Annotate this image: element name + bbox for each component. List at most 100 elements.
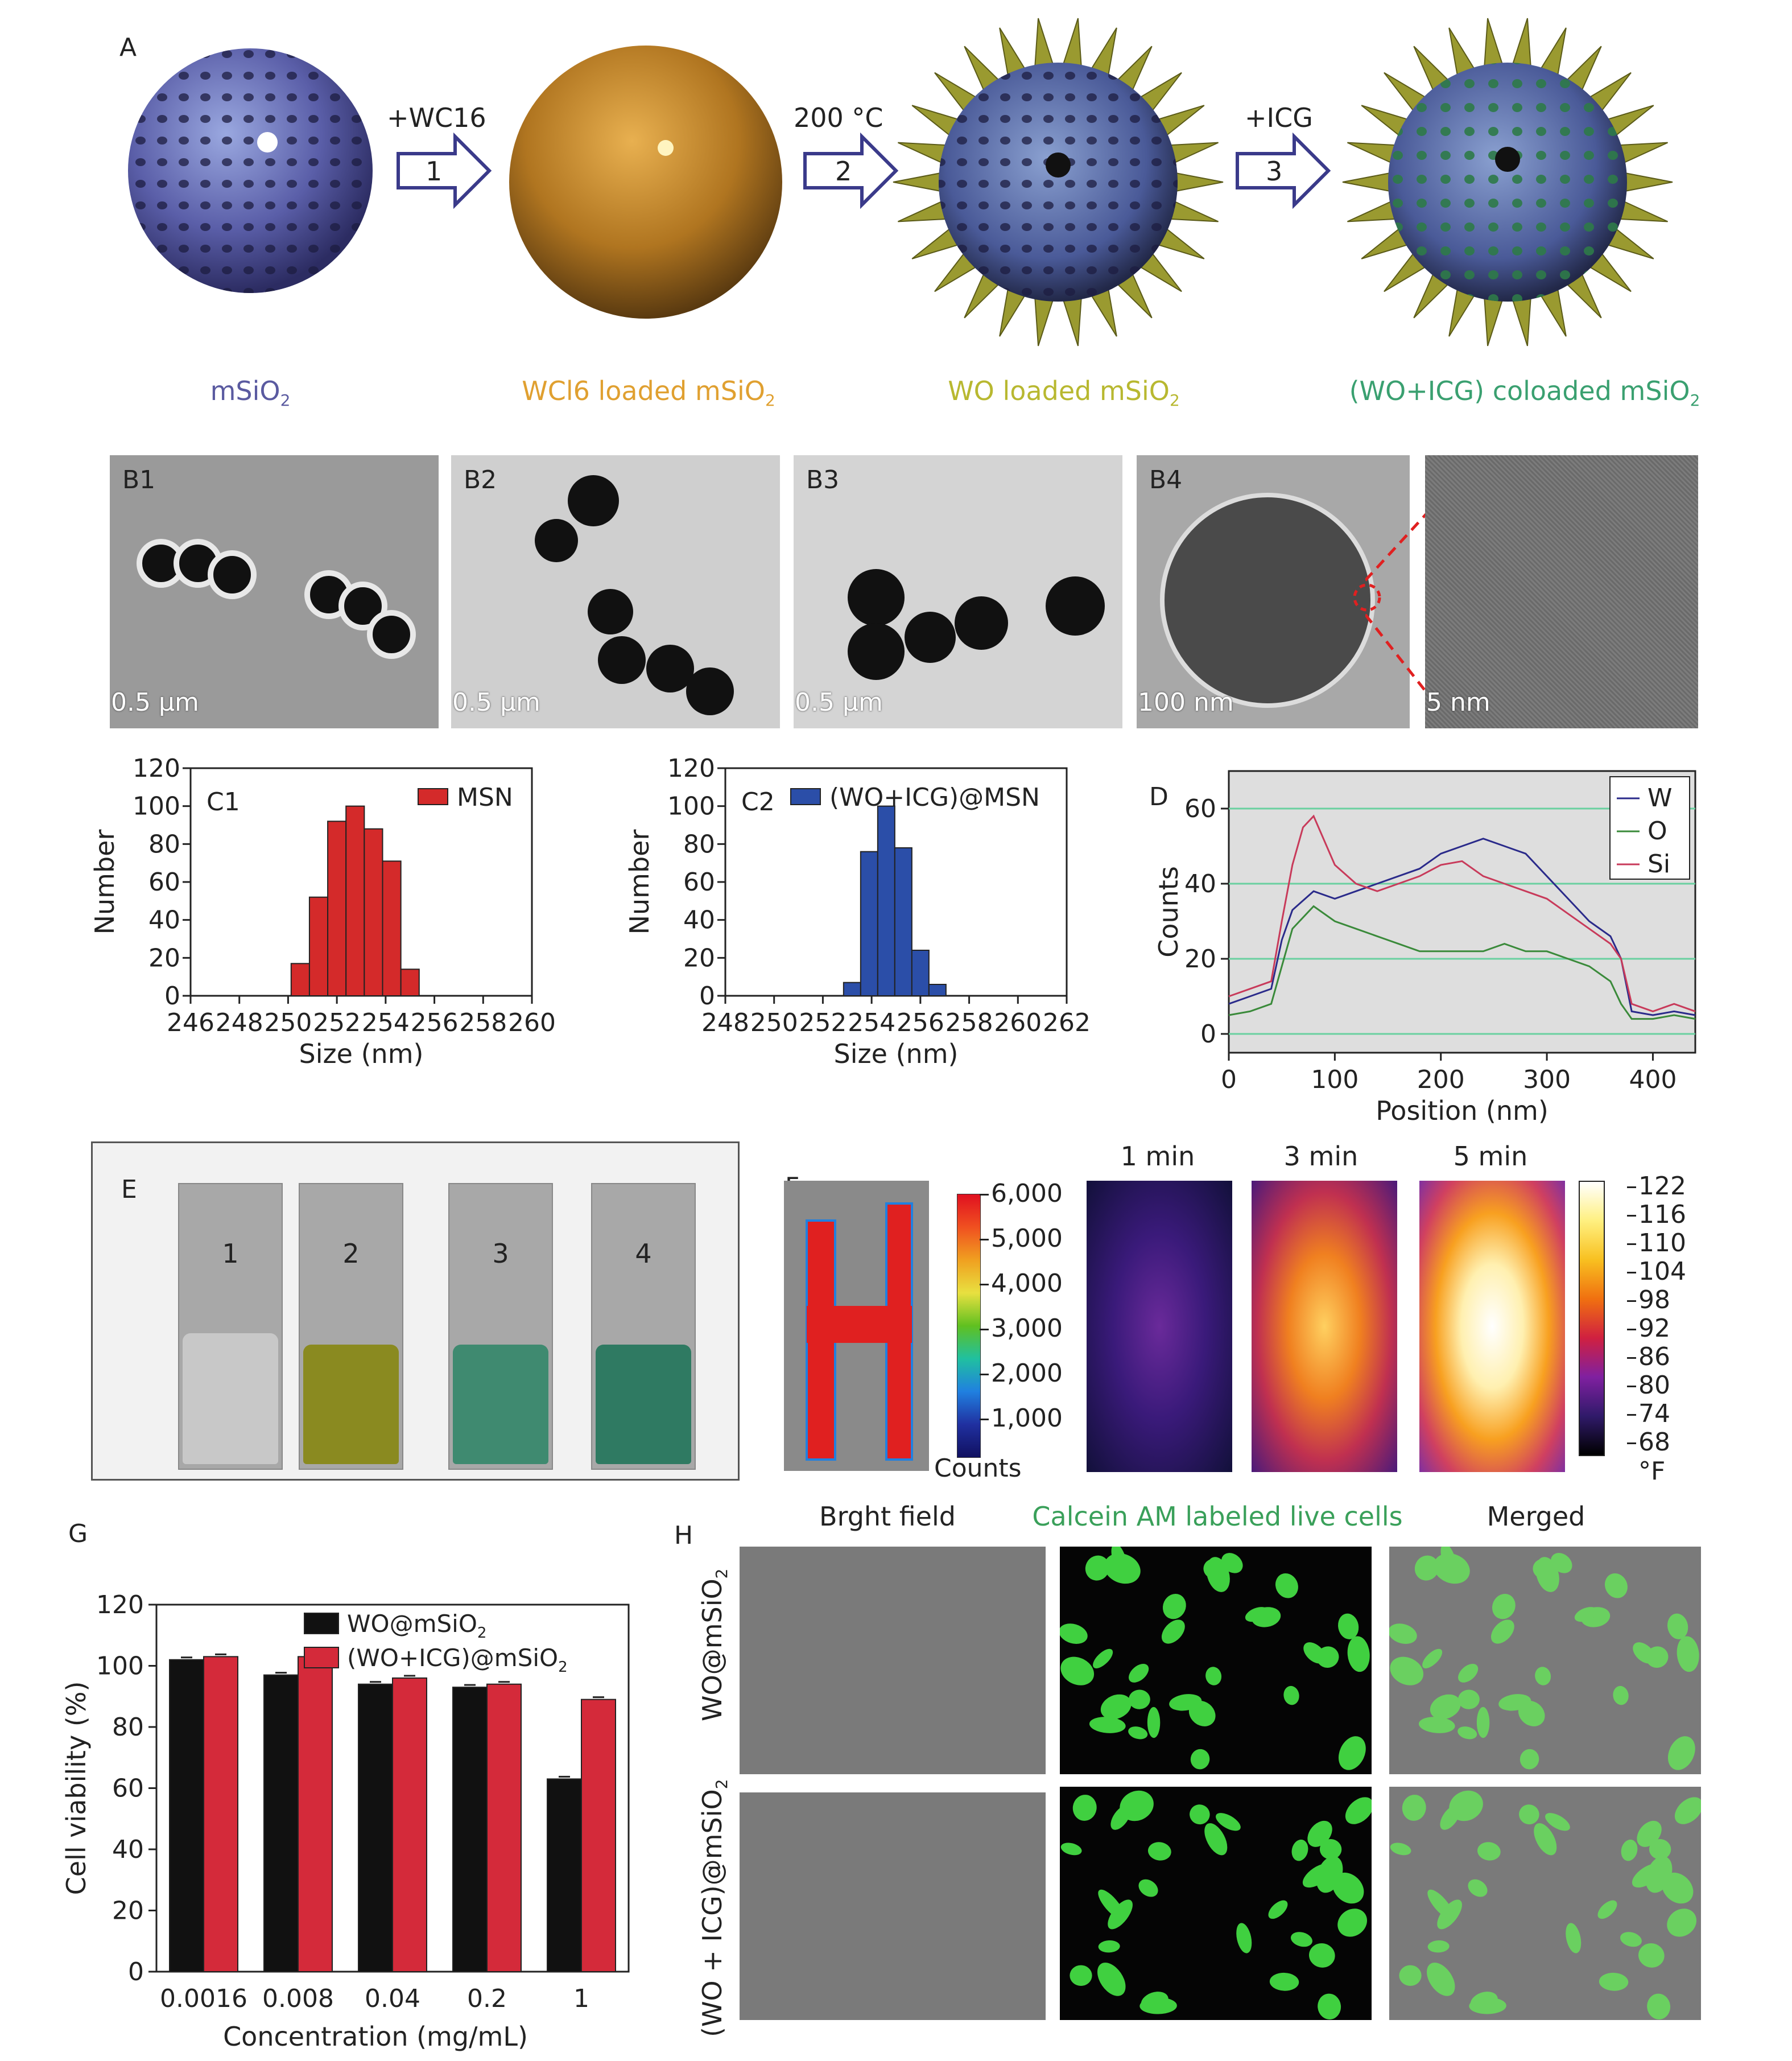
cuvette-3: 3 bbox=[448, 1183, 553, 1470]
viability-bar bbox=[358, 1683, 393, 1972]
temperature-tick-label: 116 bbox=[1638, 1200, 1686, 1229]
x-axis-label: Concentration (mg/mL) bbox=[223, 2021, 528, 2052]
live-cell bbox=[1129, 1663, 1149, 1683]
legend-label: (WO+ICG)@mSiO2 bbox=[347, 1644, 568, 1676]
live-cell bbox=[1089, 1717, 1126, 1733]
y-tick-label: 120 bbox=[133, 757, 180, 783]
legend-box bbox=[1609, 776, 1690, 880]
step-1-number: 1 bbox=[426, 156, 443, 187]
live-cell bbox=[1319, 1839, 1342, 1860]
scale-bar-label: 100 nm bbox=[1138, 688, 1234, 717]
counts-colorbar-title: Counts bbox=[934, 1454, 1022, 1483]
live-cell bbox=[1597, 1900, 1617, 1919]
x-tick-label: 260 bbox=[508, 1008, 556, 1037]
x-tick-label: 250 bbox=[750, 1008, 798, 1037]
step-2-arrow bbox=[803, 132, 899, 209]
live-cell bbox=[1457, 1726, 1477, 1740]
counts-tick-mark bbox=[980, 1239, 989, 1240]
counts-tick-mark bbox=[980, 1194, 989, 1196]
x-tick-label: 252 bbox=[799, 1008, 847, 1037]
legend-label: WO@mSiO2 bbox=[347, 1610, 486, 1642]
y-tick-label: 40 bbox=[112, 1835, 144, 1864]
thermal-image-5min bbox=[1419, 1181, 1565, 1472]
live-cell bbox=[1566, 1923, 1582, 1953]
cuvette-liquid bbox=[183, 1333, 278, 1464]
live-cell bbox=[1440, 1543, 1456, 1573]
legend-swatch bbox=[790, 788, 821, 805]
cuvette-liquid bbox=[303, 1345, 399, 1464]
x-tick-label: 248 bbox=[216, 1008, 263, 1037]
temperature-tick-label: 80 bbox=[1638, 1371, 1670, 1400]
counts-tick-mark bbox=[980, 1419, 989, 1420]
live-cell bbox=[1128, 1689, 1150, 1709]
live-cell bbox=[1633, 1642, 1655, 1664]
live-cell bbox=[1345, 1797, 1374, 1824]
chart-c2: 0 20 40 60 80 100 120 248 250 252 254 256 258 260 262 S… bbox=[626, 757, 1091, 1069]
live-cell bbox=[1161, 1619, 1185, 1644]
legend-label: W bbox=[1648, 784, 1673, 813]
wcl6-sphere bbox=[509, 46, 782, 319]
x-tick-label: 256 bbox=[897, 1008, 944, 1037]
x-tick-label: 262 bbox=[1043, 1008, 1091, 1037]
live-cell bbox=[1667, 1736, 1695, 1770]
live-cell bbox=[1188, 1700, 1216, 1726]
live-cell bbox=[1533, 1559, 1555, 1580]
live-cell bbox=[1190, 1804, 1210, 1825]
viability-bar bbox=[547, 1778, 582, 1972]
x-tick-label: 200 bbox=[1417, 1065, 1465, 1094]
column-header-merged: Merged bbox=[1487, 1501, 1585, 1532]
legend-swatch bbox=[304, 1647, 339, 1668]
x-tick-label: 260 bbox=[994, 1008, 1042, 1037]
row-label-wo: WO@mSiO2 bbox=[697, 1568, 732, 1721]
live-cell bbox=[1190, 1749, 1210, 1770]
y-tick-label: 20 bbox=[1184, 945, 1216, 974]
counts-tick-label: 3,000 bbox=[991, 1314, 1063, 1343]
temperature-tick-label: 104 bbox=[1638, 1257, 1686, 1286]
live-cell bbox=[1203, 1559, 1226, 1580]
tem-image-b3: B3 0.5 μm bbox=[794, 455, 1122, 728]
y-tick-label: 60 bbox=[112, 1774, 144, 1803]
cuvette-liquid bbox=[596, 1345, 691, 1464]
panel-label: C1 bbox=[207, 788, 240, 817]
live-cell bbox=[1418, 1717, 1455, 1733]
y-tick-label: 40 bbox=[1184, 869, 1216, 898]
live-cell bbox=[1402, 1795, 1426, 1821]
live-cell bbox=[1162, 1594, 1186, 1619]
y-axis-label: Cell viability (%) bbox=[61, 1681, 92, 1895]
column-header-bright-field: Brght field bbox=[819, 1501, 956, 1532]
live-cell bbox=[1427, 1889, 1454, 1919]
y-axis-label: Number bbox=[626, 830, 655, 935]
live-cell bbox=[1309, 1943, 1335, 1968]
panel-a-illustration bbox=[128, 18, 1673, 347]
live-cell bbox=[1469, 1997, 1506, 2014]
thermal-image-3min bbox=[1252, 1181, 1397, 1472]
y-tick-label: 20 bbox=[683, 943, 715, 972]
x-tick-label: 1 bbox=[573, 1984, 589, 2013]
y-tick-label: 100 bbox=[667, 792, 715, 821]
live-cell bbox=[1667, 1909, 1697, 1937]
series-line-o bbox=[1228, 905, 1696, 1020]
live-cell bbox=[1128, 1726, 1148, 1740]
live-cell bbox=[1070, 1965, 1092, 1986]
tem-label: B3 bbox=[806, 465, 840, 494]
live-cell bbox=[1216, 1813, 1241, 1831]
live-cell bbox=[1490, 1619, 1514, 1644]
temperature-tick-label: 122 bbox=[1638, 1172, 1686, 1201]
y-tick-label: 20 bbox=[112, 1897, 144, 1926]
temperature-tick-label: 110 bbox=[1638, 1229, 1686, 1258]
y-tick-label: 0 bbox=[128, 1957, 144, 1986]
x-tick-label: 0.0016 bbox=[160, 1984, 247, 2013]
viability-bar bbox=[486, 1683, 522, 1972]
x-tick-label: 400 bbox=[1629, 1065, 1677, 1094]
live-cell bbox=[1468, 1879, 1488, 1897]
y-tick-label: 120 bbox=[667, 757, 715, 783]
cuvette-2: 2 bbox=[299, 1183, 403, 1470]
step-1-arrow bbox=[397, 132, 492, 209]
temperature-tick-mark bbox=[1627, 1357, 1636, 1359]
live-cell bbox=[1457, 1689, 1480, 1709]
legend-swatch bbox=[304, 1613, 339, 1634]
live-cell bbox=[1204, 1823, 1228, 1856]
live-cell bbox=[1337, 1909, 1368, 1937]
histogram-bar bbox=[308, 896, 329, 996]
tem-image-b4: B4 100 nm bbox=[1137, 455, 1410, 728]
